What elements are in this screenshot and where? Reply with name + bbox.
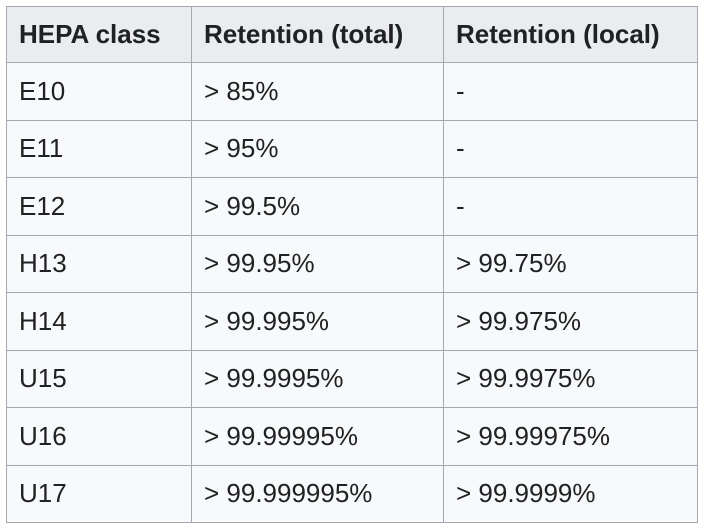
table-cell: > 99.99975% — [443, 407, 698, 466]
table-cell: E12 — [6, 177, 192, 236]
table-row: H13 > 99.95% > 99.75% — [6, 234, 698, 293]
table-cell: U17 — [6, 464, 192, 523]
table-row: U17 > 99.999995% > 99.9999% — [6, 464, 698, 523]
table-cell: E11 — [6, 119, 192, 178]
table-cell: > 85% — [191, 62, 444, 121]
table-cell: - — [443, 177, 698, 236]
table-row: U15 > 99.9995% > 99.9975% — [6, 349, 698, 408]
table-row: U16 > 99.99995% > 99.99975% — [6, 407, 698, 466]
table-row: E10 > 85% - — [6, 62, 698, 121]
table-cell: > 99.975% — [443, 292, 698, 351]
table-cell: E10 — [6, 62, 192, 121]
table-cell: - — [443, 62, 698, 121]
table-cell: > 99.5% — [191, 177, 444, 236]
table-cell: H14 — [6, 292, 192, 351]
table-cell: > 99.99995% — [191, 407, 444, 466]
table-cell: > 99.75% — [443, 234, 698, 293]
header-cell: HEPA class — [6, 6, 192, 63]
table-body: E10 > 85% - E11 > 95% - E12 > 99.5% - H13 > 99.95%… — [6, 62, 698, 523]
table-header: HEPA class Retention (total) Retention (lo… — [6, 6, 698, 63]
table-cell: U16 — [6, 407, 192, 466]
header-cell: Retention (total) — [191, 6, 444, 63]
table-row: E12 > 99.5% - — [6, 177, 698, 236]
header-cell: Retention (local) — [443, 6, 698, 63]
table-cell: > 99.9999% — [443, 464, 698, 523]
table-cell: > 99.999995% — [191, 464, 444, 523]
table-cell: - — [443, 119, 698, 178]
table-cell: > 99.9975% — [443, 349, 698, 408]
table-row: E11 > 95% - — [6, 119, 698, 178]
hepa-table: HEPA class Retention (total) Retention (lo… — [6, 6, 698, 523]
table-cell: > 99.9995% — [191, 349, 444, 408]
table-cell: > 95% — [191, 119, 444, 178]
table-cell: U15 — [6, 349, 192, 408]
table-cell: > 99.995% — [191, 292, 444, 351]
table-cell: H13 — [6, 234, 192, 293]
table-row: H14 > 99.995% > 99.975% — [6, 292, 698, 351]
table-cell: > 99.95% — [191, 234, 444, 293]
header-row: HEPA class Retention (total) Retention (lo… — [6, 6, 698, 63]
